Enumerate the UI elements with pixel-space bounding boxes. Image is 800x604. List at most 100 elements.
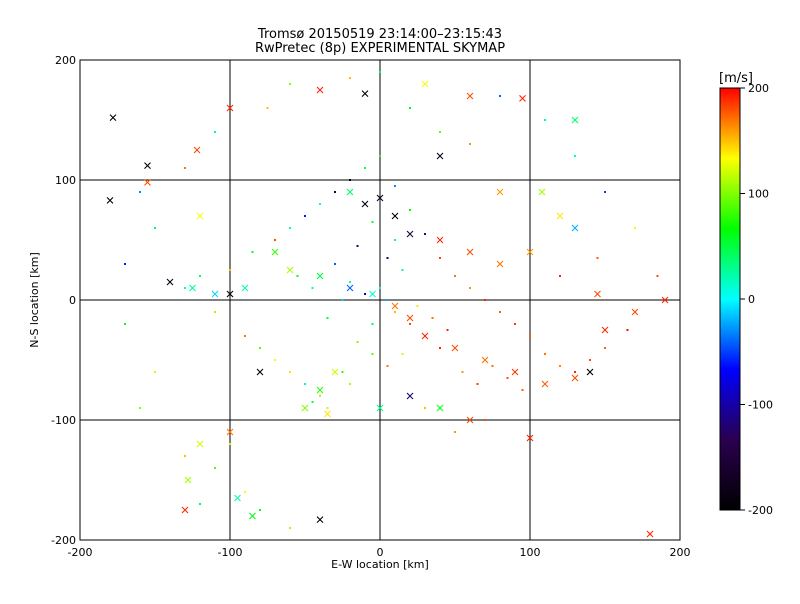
data-point-dot: [401, 353, 404, 355]
data-point-cross: [436, 152, 444, 160]
data-point-dot: [319, 203, 321, 205]
data-point-cross: [166, 278, 174, 286]
data-point-cross: [316, 272, 324, 280]
colorbar-ticks: 200 100 0 -100 -200: [740, 82, 773, 517]
data-point-dot: [386, 299, 389, 301]
data-point-cross: [324, 410, 331, 418]
data-point-dot: [349, 383, 351, 385]
data-point-dot: [341, 299, 344, 301]
data-point-dot: [416, 305, 419, 307]
data-point-dot: [544, 119, 546, 121]
data-point-dot: [154, 227, 156, 229]
data-point-dot: [364, 293, 366, 295]
colorbar: [m/s] 200 100 0 -100 -200: [719, 71, 773, 517]
data-point-cross: [249, 512, 256, 520]
data-point-dot: [364, 167, 366, 169]
data-point-cross: [316, 516, 324, 523]
data-point-cross: [601, 326, 609, 334]
data-point-dot: [409, 107, 411, 109]
data-point-dot: [439, 347, 441, 349]
data-point-dot: [499, 311, 501, 313]
data-point-dot: [656, 275, 659, 277]
data-point-dot: [484, 419, 486, 421]
data-point-dot: [446, 329, 449, 331]
data-point-dot: [304, 215, 306, 217]
data-point-cross: [436, 236, 444, 244]
data-point-dot: [401, 269, 404, 271]
data-point-dot: [424, 407, 426, 409]
data-point-dot: [251, 251, 254, 253]
data-point-dot: [439, 131, 441, 133]
data-point-cross: [181, 506, 189, 514]
data-point-dot: [424, 233, 426, 235]
y-tick-label: 200: [55, 54, 76, 67]
y-axis-label: N-S location [km]: [28, 252, 41, 348]
colorbar-tick-label: 200: [748, 82, 769, 95]
data-point-dot: [386, 365, 389, 367]
data-point-dot: [304, 383, 306, 385]
data-point-dot: [259, 347, 261, 349]
data-point-cross: [226, 428, 234, 436]
x-tick-label: -100: [218, 546, 243, 559]
colorbar-tick-label: 0: [748, 293, 755, 306]
data-point-dot: [491, 365, 494, 367]
colorbar-tick-label: -100: [748, 399, 773, 412]
data-point-dot: [604, 191, 606, 193]
data-point-dot: [289, 527, 291, 529]
data-point-dot: [409, 209, 411, 211]
data-point-cross: [436, 404, 444, 412]
data-point-dot: [341, 371, 344, 373]
data-point-dot: [574, 371, 576, 373]
data-point-dot: [349, 179, 351, 181]
data-point-cross: [226, 104, 234, 112]
data-point-cross: [496, 260, 504, 268]
data-point-dot: [634, 227, 636, 229]
data-point-cross: [481, 356, 489, 364]
data-point-cross: [406, 314, 414, 322]
data-point-dot: [356, 341, 359, 343]
y-tick-label: 100: [55, 174, 76, 187]
data-point-cross: [196, 440, 204, 448]
data-point-dot: [559, 365, 561, 367]
data-point-cross: [391, 212, 399, 220]
data-point-dot: [626, 329, 629, 331]
data-point-dot: [319, 395, 321, 397]
data-point-cross: [526, 248, 534, 256]
data-point-cross: [369, 290, 376, 298]
data-point-dot: [184, 455, 186, 457]
x-tick-label: -200: [68, 546, 93, 559]
data-point-dot: [296, 275, 299, 277]
data-point-cross: [301, 404, 309, 412]
data-point-cross: [109, 114, 117, 121]
data-point-dot: [461, 371, 464, 373]
data-point-cross: [331, 368, 339, 376]
data-point-dot: [439, 257, 441, 259]
y-tick-label: -100: [51, 414, 76, 427]
y-tick-label: -200: [51, 534, 76, 547]
data-point-dot: [289, 83, 291, 85]
data-point-cross: [451, 344, 459, 352]
x-tick-label: 0: [377, 546, 384, 559]
data-point-dot: [184, 287, 186, 289]
data-point-cross: [346, 284, 354, 292]
data-point-dot: [356, 245, 359, 247]
colorbar-tick-label: -200: [748, 504, 773, 517]
data-point-cross: [234, 494, 241, 502]
data-point-dot: [274, 359, 276, 361]
data-point-cross: [421, 80, 429, 88]
data-point-dot: [379, 287, 381, 289]
y-tick-label: 0: [69, 294, 76, 307]
data-point-cross: [376, 404, 384, 412]
data-point-cross: [571, 224, 579, 232]
data-point-dot: [544, 353, 546, 355]
data-point-cross: [271, 248, 279, 256]
data-point-dot: [349, 281, 351, 283]
x-tick-label: 100: [520, 546, 541, 559]
data-point-dot: [326, 407, 329, 409]
data-point-dot: [199, 503, 201, 505]
data-point-dot: [124, 323, 126, 325]
data-point-dot: [484, 299, 486, 301]
data-point-dot: [289, 227, 291, 229]
data-point-cross: [226, 290, 234, 298]
data-point-cross: [144, 162, 151, 169]
